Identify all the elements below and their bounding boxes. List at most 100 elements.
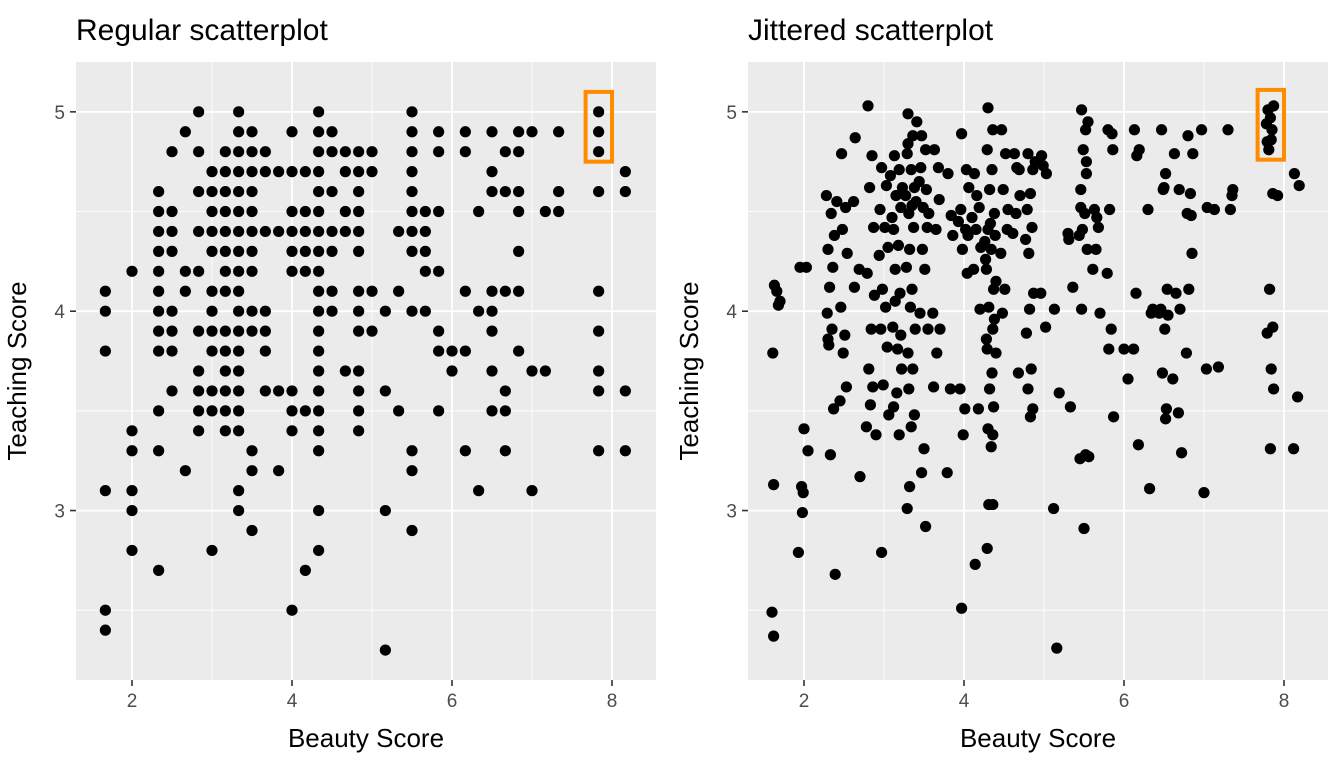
data-point [821, 307, 833, 319]
data-point [366, 166, 378, 178]
x-tick-label: 6 [1119, 691, 1130, 712]
data-point [798, 423, 810, 435]
y-tick-label: 3 [54, 502, 65, 523]
data-point [233, 345, 245, 357]
data-point [892, 343, 904, 355]
data-point [966, 211, 978, 224]
data-point [353, 325, 365, 337]
data-point [219, 245, 231, 257]
data-point [153, 265, 165, 277]
data-point [1144, 483, 1156, 495]
data-point [834, 395, 846, 407]
data-point [922, 323, 934, 335]
data-point [797, 487, 809, 499]
data-point [904, 243, 916, 255]
data-point [1268, 383, 1280, 395]
data-point [246, 465, 258, 477]
data-point [539, 365, 551, 377]
data-point [907, 363, 919, 375]
data-point [980, 263, 993, 275]
data-point [513, 146, 525, 158]
data-point [219, 185, 231, 198]
data-point [900, 189, 912, 202]
data-point [1161, 283, 1173, 295]
data-point [1053, 387, 1065, 399]
data-point [406, 465, 418, 477]
data-point [233, 205, 245, 218]
data-point [233, 305, 245, 317]
data-point [868, 221, 880, 234]
data-point [840, 381, 853, 393]
data-point [893, 429, 905, 441]
data-point [1267, 321, 1279, 333]
data-point [326, 185, 338, 198]
data-point [860, 421, 873, 433]
data-point [259, 385, 271, 397]
data-point [920, 520, 932, 533]
data-point [206, 325, 218, 337]
data-point [908, 409, 921, 421]
data-point [1173, 183, 1185, 196]
data-point [233, 504, 245, 517]
data-point [1272, 189, 1284, 202]
data-point [433, 325, 445, 337]
data-point [1162, 309, 1174, 321]
data-point [1208, 203, 1220, 216]
data-point [1103, 343, 1115, 355]
data-point [379, 644, 391, 656]
data-point [326, 225, 338, 238]
data-point [1265, 134, 1277, 146]
data-point [1090, 243, 1102, 255]
data-point [902, 347, 914, 359]
data-point [233, 225, 245, 238]
data-point [246, 205, 258, 218]
data-point [848, 281, 861, 293]
data-point [1036, 150, 1048, 162]
data-point [904, 301, 917, 313]
data-point [947, 229, 959, 242]
chart-panel-1: 2 4 6 8 3 4 5 Regular scatterplot Beauty Score Te… [2, 14, 656, 753]
data-point [166, 225, 178, 238]
data-point [486, 365, 498, 377]
data-point [902, 108, 914, 120]
data-point [353, 285, 365, 297]
data-point [1176, 447, 1188, 459]
data-point [619, 445, 631, 457]
data-point [983, 301, 995, 313]
data-point [233, 425, 245, 437]
data-point [1183, 283, 1195, 295]
data-point [1082, 116, 1094, 128]
data-point [153, 285, 165, 297]
data-point [499, 285, 511, 297]
data-point [1106, 128, 1118, 140]
data-point [433, 146, 445, 158]
data-point [824, 449, 837, 461]
data-point [1264, 443, 1276, 455]
data-point [219, 425, 231, 437]
data-point [273, 385, 285, 397]
data-point [366, 285, 378, 297]
data-point [828, 229, 841, 242]
data-point [829, 568, 841, 580]
data-point [941, 467, 953, 479]
data-point [486, 325, 498, 337]
data-point [193, 185, 205, 198]
data-point [219, 205, 231, 218]
data-point [353, 185, 365, 198]
data-point [313, 544, 325, 557]
data-point [286, 166, 298, 178]
data-point [499, 445, 511, 457]
data-point [166, 345, 178, 357]
data-point [1268, 100, 1280, 112]
data-point [233, 365, 245, 377]
data-point [313, 185, 325, 198]
data-point [246, 185, 258, 198]
data-point [962, 229, 974, 242]
data-point [99, 285, 111, 297]
data-point [379, 305, 391, 317]
data-point [299, 265, 311, 277]
data-point [246, 305, 258, 317]
data-point [1122, 373, 1134, 385]
data-point [313, 126, 325, 138]
data-point [153, 185, 165, 198]
